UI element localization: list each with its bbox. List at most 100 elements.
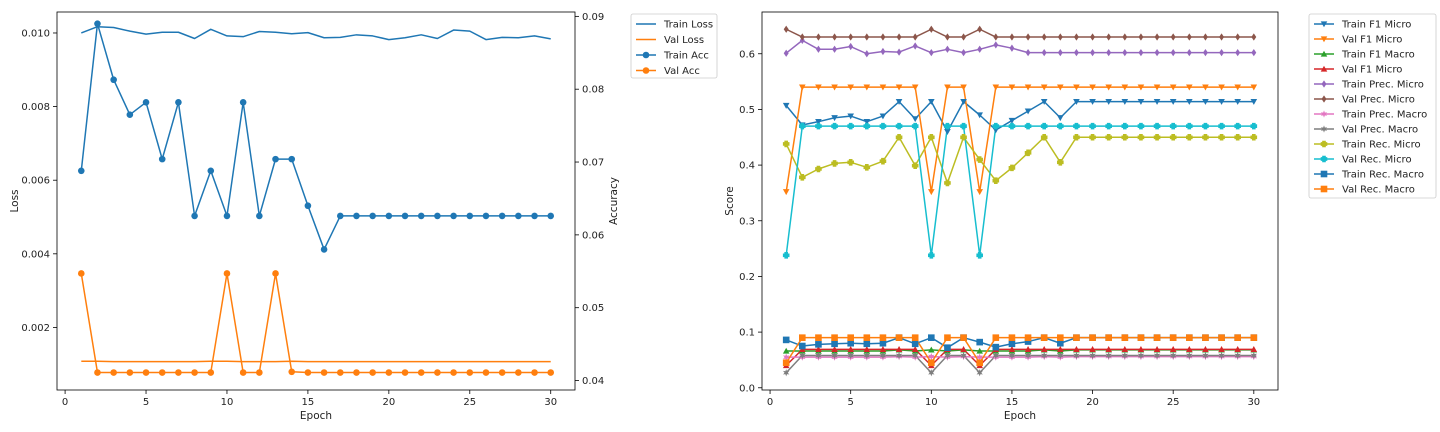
data-point-val-prec-micro-5-2: [799, 33, 805, 41]
data-point-val-f1-micro-1-19: [1073, 84, 1080, 91]
data-point-val-f1-micro-1-30: [1250, 84, 1258, 91]
data-point-val-prec-macro-7-27: [1202, 351, 1209, 360]
y-right-tick-label-2: 0.06: [582, 230, 604, 241]
legend-swatch-marker-train-prec-macro-6: [1320, 110, 1328, 118]
data-point-val-f1-micro-1-5: [847, 84, 854, 91]
data-point-val-acc-3-14: [288, 368, 296, 376]
data-point-val-acc-3-26: [482, 369, 490, 376]
data-point-train-acc-2-13: [272, 155, 279, 163]
data-point-val-prec-macro-7-16: [1024, 351, 1032, 360]
data-point-train-acc-2-5: [142, 99, 150, 106]
data-point-val-rec-macro-11-2: [799, 334, 806, 341]
data-point-val-prec-macro-7-5: [847, 351, 854, 360]
data-point-train-acc-2-24: [450, 212, 457, 220]
data-point-train-rec-macro-10-18: [1057, 339, 1064, 347]
data-point-val-rec-macro-11-16: [1024, 334, 1032, 341]
data-point-val-f1-micro-1-15: [1008, 84, 1016, 91]
data-point-train-f1-macro-2-1: [782, 347, 790, 354]
x-tick-label-0: 0: [767, 397, 773, 408]
data-point-val-prec-micro-5-18: [1057, 33, 1063, 41]
data-point-val-f1-micro-1-24: [1153, 84, 1161, 91]
data-point-train-acc-2-29: [531, 212, 538, 220]
y-right-tick-label-4: 0.08: [582, 85, 604, 96]
data-point-train-f1-micro-0-25: [1169, 98, 1177, 105]
data-point-val-prec-micro-5-6: [864, 33, 870, 41]
data-point-val-prec-micro-5-10: [928, 25, 934, 33]
data-point-train-acc-2-26: [482, 212, 490, 220]
data-point-train-prec-micro-4-14: [993, 41, 999, 49]
data-point-train-prec-micro-4-28: [1219, 49, 1225, 57]
legend-swatch-marker-val-rec-micro-9: [1320, 155, 1328, 163]
data-point-train-f1-macro-2-10: [928, 346, 935, 353]
data-point-val-prec-micro-5-5: [848, 33, 854, 41]
x-tick-label-25: 25: [1167, 397, 1180, 408]
data-point-train-acc-2-2: [94, 20, 101, 27]
data-point-train-prec-micro-4-6: [864, 50, 870, 58]
data-point-val-acc-3-18: [353, 369, 360, 376]
data-point-train-acc-2-25: [466, 212, 474, 220]
data-point-val-f1-micro-3-28: [1218, 346, 1225, 353]
legend-swatch-marker-val-f1-micro-1: [1320, 36, 1328, 43]
data-point-val-prec-macro-7-14: [992, 351, 999, 360]
data-point-val-rec-macro-11-20: [1089, 334, 1096, 341]
data-point-val-f1-micro-3-7: [879, 346, 887, 353]
data-point-val-prec-micro-5-15: [1009, 33, 1015, 41]
x-tick-label-20: 20: [1086, 397, 1099, 408]
legend-label-val-f1-micro-1: Val F1 Micro: [1342, 35, 1402, 46]
data-point-train-prec-micro-4-12: [961, 49, 967, 57]
legend-swatch-marker-val-f1-micro-3: [1320, 65, 1328, 72]
data-point-train-f1-micro-0-6: [863, 119, 871, 125]
loss-y-axis-label: Loss: [9, 189, 21, 212]
data-point-val-prec-micro-5-11: [944, 33, 950, 41]
data-point-val-rec-macro-11-18: [1057, 334, 1064, 341]
x-tick-label-10: 10: [221, 397, 234, 408]
data-point-val-acc-3-17: [336, 369, 344, 376]
series-line-val-f1-micro-3: [785, 348, 1254, 367]
legend-swatch-marker-val-prec-micro-5: [1321, 95, 1327, 103]
data-point-train-rec-micro-8-23: [1137, 133, 1145, 141]
data-point-val-prec-macro-7-26: [1186, 351, 1193, 360]
data-point-val-prec-macro-7-17: [1041, 351, 1048, 360]
data-point-train-f1-micro-0-19: [1073, 98, 1080, 105]
loss-legend-frame: [630, 13, 718, 79]
data-point-val-rec-micro-9-15: [1008, 122, 1016, 130]
data-point-val-rec-micro-9-12: [960, 122, 967, 130]
data-point-val-rec-micro-9-2: [799, 122, 806, 130]
legend-label-val-f1-micro-3: Val F1 Micro: [1342, 65, 1402, 76]
data-point-val-f1-micro-1-2: [799, 84, 806, 91]
data-point-train-f1-micro-0-23: [1137, 98, 1145, 105]
legend-label-train-loss-0: Train Loss: [663, 20, 713, 31]
legend-label-train-rec-macro-10: Train Rec. Macro: [1341, 170, 1424, 181]
data-point-train-f1-micro-0-1: [782, 102, 790, 109]
data-point-val-rec-micro-9-10: [928, 251, 935, 259]
data-point-train-prec-micro-4-3: [815, 45, 821, 53]
data-point-val-acc-3-22: [417, 369, 425, 376]
data-point-train-f1-micro-0-27: [1202, 98, 1209, 105]
legend-label-train-prec-micro-4: Train Prec. Micro: [1341, 80, 1424, 91]
data-point-val-f1-micro-1-10: [928, 189, 935, 196]
data-point-train-acc-2-7: [175, 99, 182, 106]
data-point-train-f1-micro-0-29: [1234, 98, 1241, 105]
data-point-val-rec-macro-11-28: [1218, 334, 1225, 341]
data-point-val-f1-micro-1-22: [1121, 84, 1129, 91]
data-point-train-rec-micro-8-8: [895, 133, 903, 141]
data-point-train-prec-micro-4-18: [1057, 49, 1063, 57]
data-point-val-f1-micro-1-13: [976, 189, 983, 196]
data-point-val-prec-micro-5-23: [1138, 33, 1144, 41]
data-point-train-prec-micro-4-13: [977, 45, 983, 53]
data-point-val-f1-micro-1-16: [1024, 84, 1032, 91]
data-point-val-rec-macro-11-3: [815, 334, 822, 341]
data-point-val-prec-micro-5-13: [977, 25, 983, 33]
data-point-train-acc-2-30: [547, 212, 555, 220]
data-point-val-f1-micro-1-8: [895, 84, 903, 91]
data-point-train-prec-micro-4-16: [1025, 49, 1031, 57]
data-point-val-prec-micro-5-17: [1041, 33, 1047, 41]
data-point-val-prec-macro-7-29: [1234, 351, 1241, 360]
data-point-train-rec-micro-8-27: [1202, 133, 1209, 141]
x-tick-label-25: 25: [463, 397, 476, 408]
data-point-val-f1-micro-3-23: [1137, 346, 1145, 353]
data-point-train-acc-2-22: [417, 212, 425, 220]
data-point-train-f1-micro-0-30: [1250, 98, 1258, 105]
data-point-train-acc-2-14: [288, 155, 296, 163]
data-point-val-f1-micro-1-1: [782, 189, 790, 196]
